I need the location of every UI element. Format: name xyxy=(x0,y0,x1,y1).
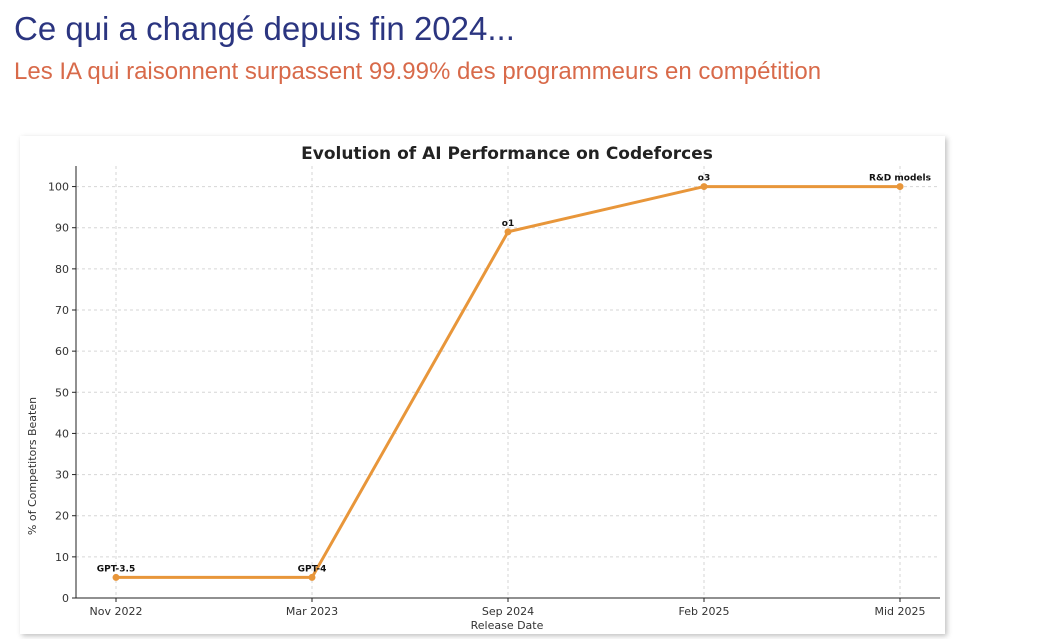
data-point xyxy=(112,573,120,581)
y-tick-label: 70 xyxy=(55,304,69,317)
slide-subtitle: Les IA qui raisonnent surpassent 99.99% … xyxy=(14,58,822,85)
x-tick-label: Mid 2025 xyxy=(874,605,925,618)
data-point xyxy=(308,573,316,581)
y-tick-label: 20 xyxy=(55,510,69,523)
y-tick-label: 10 xyxy=(55,551,69,564)
series-layer xyxy=(112,183,904,581)
axes-layer: 0 10 20 30 40 50 60 70 80 90 100 Nov 2022 Mar 2023 Se… xyxy=(48,166,940,618)
data-point xyxy=(700,183,708,191)
point-label: o1 xyxy=(502,219,514,229)
slide-title: Ce qui a changé depuis fin 2024... xyxy=(14,10,515,47)
point-label: GPT-4 xyxy=(298,564,327,574)
y-tick-label: 100 xyxy=(48,181,69,194)
performance-line-chart: Evolution of AI Performance on Codeforce… xyxy=(26,144,940,632)
labels-layer: GPT-3.5 GPT-4 o1 o3 R&D models xyxy=(97,174,931,575)
x-tick-label: Nov 2022 xyxy=(90,605,143,618)
data-point xyxy=(896,183,904,191)
x-tick-label: Sep 2024 xyxy=(482,605,534,618)
x-tick-label: Mar 2023 xyxy=(286,605,338,618)
point-label: o3 xyxy=(698,174,710,184)
data-point xyxy=(504,228,512,236)
point-label: GPT-3.5 xyxy=(97,564,135,574)
y-tick-label: 90 xyxy=(55,222,69,235)
y-tick-label: 50 xyxy=(55,386,69,399)
point-label: R&D models xyxy=(869,174,931,184)
y-tick-label: 30 xyxy=(55,469,69,482)
chart-frame: Evolution of AI Performance on Codeforce… xyxy=(20,136,945,634)
x-axis-label: Release Date xyxy=(471,619,544,632)
chart-title: Evolution of AI Performance on Codeforce… xyxy=(301,144,713,164)
grid-layer xyxy=(76,166,940,599)
x-tick-label: Feb 2025 xyxy=(679,605,730,618)
y-tick-label: 80 xyxy=(55,263,69,276)
y-tick-label: 60 xyxy=(55,345,69,358)
y-tick-label: 40 xyxy=(55,427,69,440)
y-tick-label: 0 xyxy=(62,592,69,605)
y-axis-label: % of Competitors Beaten xyxy=(26,397,39,535)
